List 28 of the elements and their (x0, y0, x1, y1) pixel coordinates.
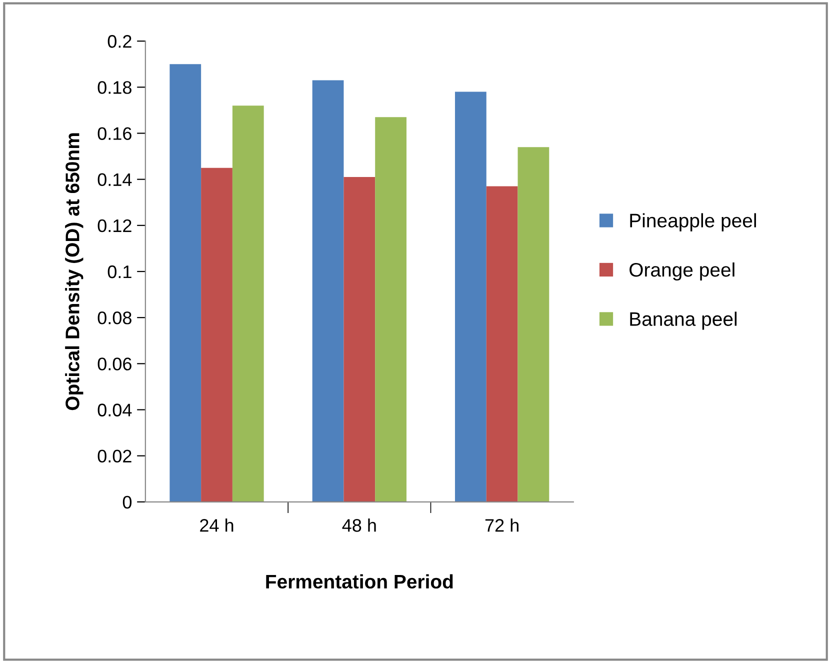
y-tick-label: 0.18 (98, 81, 132, 94)
bar (312, 80, 344, 502)
bar (486, 186, 518, 502)
y-tick-label: 0.04 (98, 404, 132, 416)
bar (518, 147, 550, 502)
x-tick-label: 48 h (342, 518, 376, 532)
bar (232, 106, 264, 502)
x-axis-title: Fermentation Period (266, 574, 453, 589)
x-tick-label: 24 h (200, 518, 234, 532)
legend-label: Orange peel (630, 262, 734, 281)
bar (201, 168, 232, 502)
y-tick-label: 0.2 (108, 35, 132, 48)
y-tick-label: 0.12 (98, 219, 132, 232)
y-tick-label: 0.06 (98, 358, 132, 370)
y-tick-label: 0.08 (98, 312, 132, 324)
y-axis-title: Optical Density (OD) at 650nm (65, 133, 84, 410)
legend-label: Pineapple peel (630, 213, 756, 232)
y-tick-label: 0.16 (98, 127, 132, 140)
bar (375, 117, 406, 502)
x-tick-label: 72 h (485, 518, 518, 532)
y-tick-label: 0.02 (98, 450, 132, 463)
bar (170, 64, 202, 502)
y-tick-label: 0.14 (98, 173, 132, 186)
legend-label: Banana peel (630, 312, 737, 330)
y-tick-label: 0.1 (108, 265, 132, 278)
y-tick-label: 0 (122, 496, 132, 509)
bar (454, 92, 486, 502)
bar (344, 177, 376, 502)
